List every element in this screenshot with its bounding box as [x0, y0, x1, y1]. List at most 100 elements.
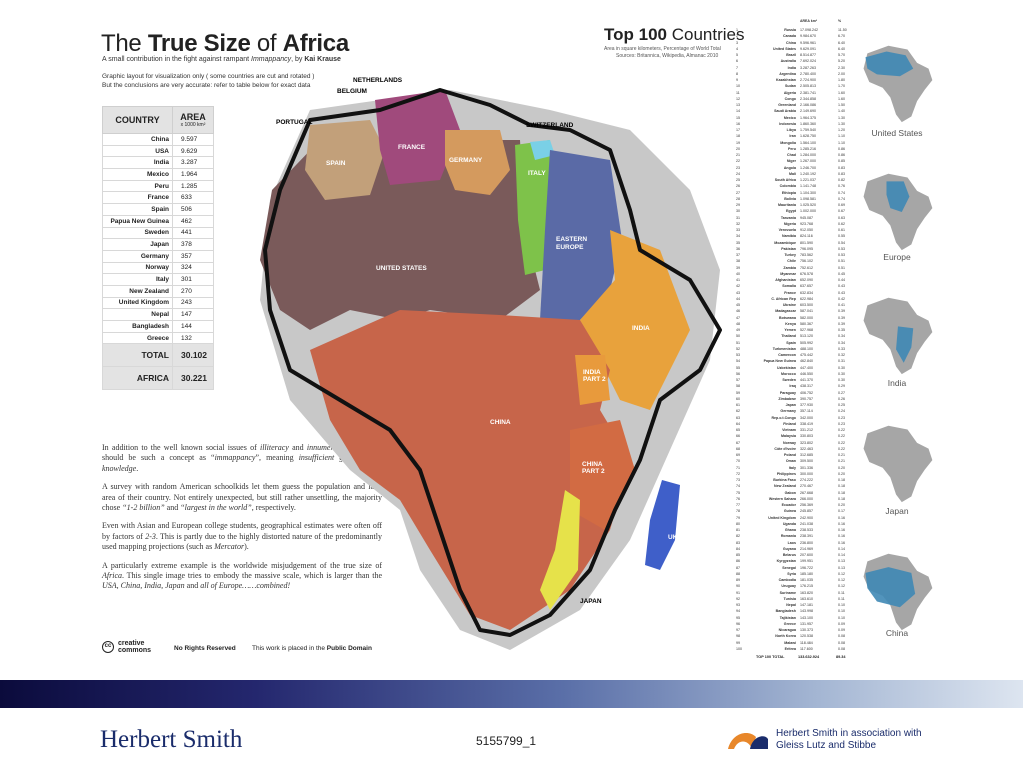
list-percent: 0.14 — [838, 546, 845, 551]
list-rank: 4 — [736, 46, 738, 51]
list-percent: 6.40 — [838, 46, 845, 51]
paragraph: A survey with random American schoolkids… — [102, 482, 382, 513]
list-item: 57 Sweden 441.370 0.30 — [736, 377, 848, 383]
header-area: AREA x 1000 km² — [172, 106, 214, 134]
list-rank: 89 — [736, 578, 740, 582]
list-country: Iraq — [789, 384, 796, 389]
table-row: United Kingdom 243 — [102, 296, 214, 310]
india-shape — [580, 230, 690, 410]
note-line: Graphic layout for visualization only ( … — [102, 73, 315, 80]
list-country: Nicaragua — [778, 628, 796, 632]
list-rank: 2 — [736, 34, 738, 39]
list-area: 266.000 — [800, 496, 813, 501]
list-area: 120.538 — [800, 634, 813, 639]
list-rank: 19 — [736, 140, 740, 145]
list-percent: 1.60 — [838, 96, 845, 101]
country-area: 1.964 — [172, 168, 214, 181]
country-area: 633 — [172, 191, 214, 205]
list-percent: 0.30 — [838, 371, 845, 376]
top100-subtitle: Area in square kilometers, Percentage of… — [604, 46, 721, 59]
list-country: Senegal — [782, 565, 796, 570]
list-rank: 40 — [736, 271, 740, 276]
list-country: Zimbabwe — [778, 396, 796, 401]
list-percent: 0.21 — [838, 459, 845, 464]
list-percent: 0.45 — [838, 271, 845, 276]
list-item: 54 Papua New Guinea 462.840 0.31 — [736, 358, 848, 364]
list-country: Greece — [783, 621, 796, 626]
list-item: 38 Chile 756.102 0.51 — [736, 258, 848, 264]
list-item: 2 Canada 9.984.670 6.70 — [736, 33, 848, 39]
list-percent: 0.61 — [838, 228, 845, 232]
list-percent: 0.51 — [838, 259, 845, 264]
thumbnail-caption: Europe — [883, 252, 911, 262]
list-rank: 74 — [736, 484, 740, 489]
list-total-area: 133.632.924 — [798, 655, 820, 659]
list-area: 241.038 — [800, 521, 813, 526]
list-item: 79 United Kingdom 242.900 0.16 — [736, 515, 848, 521]
list-percent: 2.30 — [838, 65, 845, 70]
list-country: Madagascar — [775, 309, 796, 314]
list-item: 26 Colombia 1.141.748 0.76 — [736, 183, 848, 189]
list-country: Poland — [784, 453, 796, 457]
subtitle: A small contribution in the fight agains… — [102, 56, 341, 63]
list-percent: 0.53 — [838, 246, 845, 251]
africa-thumbnail-icon — [863, 45, 933, 123]
list-rank: 47 — [736, 315, 740, 320]
list-country: Guinea — [783, 509, 796, 514]
list-country: India — [787, 65, 796, 70]
list-area: 331.212 — [800, 428, 813, 432]
list-area: 527.968 — [800, 328, 813, 332]
table-row: India 3.287 — [102, 156, 214, 170]
list-percent: 0.43 — [838, 290, 845, 295]
list-area: 163.820 — [800, 590, 813, 595]
list-percent: 0.39 — [838, 315, 845, 320]
list-rank: 54 — [736, 359, 740, 364]
list-area: 342.000 — [800, 415, 813, 420]
list-area: 2.381.741 — [800, 90, 816, 95]
list-item: 49 Yemen 527.968 0.35 — [736, 327, 848, 333]
list-item: 72 Philippines 300.000 0.20 — [736, 471, 848, 477]
list-item: 63 Rep.o.t.Congo 342.000 0.23 — [736, 415, 848, 421]
list-percent: 0.20 — [838, 465, 845, 470]
list-item: 16 Indonesia 1.860.360 1.30 — [736, 121, 848, 127]
list-country: Ethiopia — [781, 190, 796, 195]
list-area: 322.463 — [800, 446, 813, 451]
list-item: 83 Laos 236.800 0.16 — [736, 540, 848, 546]
list-country: Syria — [787, 571, 796, 576]
list-area: 632.834 — [800, 290, 813, 295]
list-area: 446.550 — [800, 371, 813, 376]
list-area: 2.149.690 — [800, 109, 816, 114]
list-rank: 65 — [736, 428, 740, 432]
list-country: Somalia — [782, 284, 796, 289]
list-country: Brazil — [786, 53, 796, 57]
list-item: 19 Mongolia 1.564.100 1.10 — [736, 140, 848, 146]
paragraph: A particularly extreme example is the wo… — [102, 560, 382, 591]
list-total-pct: 89.34 — [836, 655, 846, 659]
list-country: Namibia — [782, 234, 796, 239]
country-area: 378 — [172, 238, 214, 251]
list-country: Japan — [785, 403, 796, 407]
label-germany: GERMANY — [449, 157, 483, 164]
list-rank: 92 — [736, 596, 740, 601]
list-rank: 99 — [736, 640, 740, 645]
list-percent: 0.22 — [838, 428, 845, 432]
list-item: 61 Japan 377.930 0.25 — [736, 402, 848, 408]
list-rank: 25 — [736, 178, 740, 182]
list-country: United Kingdom — [768, 515, 796, 520]
china-shape — [310, 310, 630, 630]
list-percent: 0.16 — [838, 521, 845, 526]
list-item: 10 Sudan 2.505.813 1.70 — [736, 83, 848, 89]
list-item: 4 United States 9.629.091 6.40 — [736, 46, 848, 52]
list-item: 22 Niger 1.267.000 0.85 — [736, 158, 848, 164]
list-percent: 0.08 — [838, 634, 845, 639]
list-area: 652.090 — [800, 278, 813, 282]
list-percent: 1.70 — [838, 84, 845, 89]
country-name: India — [102, 156, 173, 170]
list-area: 176.215 — [800, 584, 813, 589]
list-percent: 1.30 — [838, 121, 845, 126]
list-country: Malaysia — [781, 434, 796, 439]
list-percent: 1.60 — [838, 90, 845, 95]
list-percent: 0.10 — [838, 603, 845, 607]
list-percent: 0.13 — [838, 559, 845, 564]
list-area: 238.391 — [800, 534, 813, 539]
